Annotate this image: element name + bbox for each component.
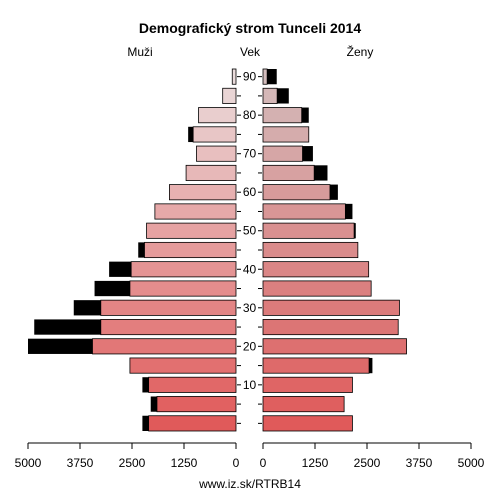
female-bar-fill-30-34 (262, 299, 400, 316)
female-bar-fill-50-54 (262, 222, 355, 239)
male-bar-fill-50-54 (146, 222, 237, 239)
male-bar-fill-10-14 (148, 376, 237, 393)
age-tick-label: 70 (243, 147, 257, 161)
female-bar-fill-0-4 (262, 415, 353, 432)
footer-source: www.iz.sk/RTRB14 (198, 477, 301, 491)
female-bar-fill-20-24 (262, 338, 407, 355)
male-bar-fill-55-59 (154, 203, 237, 220)
age-tick-label: 10 (243, 378, 257, 392)
male-bar-fill-70-74 (196, 145, 237, 162)
male-bar-fill-30-34 (100, 299, 237, 316)
x-tick-label-right: 2500 (354, 456, 381, 470)
female-bar-fill-55-59 (262, 203, 346, 220)
female-bar-fill-80-84 (262, 107, 303, 124)
female-bar-fill-10-14 (262, 376, 353, 393)
male-bar-fill-45-49 (144, 241, 237, 259)
male-bar-fill-0-4 (148, 415, 237, 432)
male-bar-fill-85-89 (222, 87, 237, 104)
female-bar-fill-15-19 (262, 357, 370, 374)
female-bar-fill-5-9 (262, 396, 345, 413)
x-tick-label-right: 1250 (302, 456, 329, 470)
male-bar-fill-90+ (231, 68, 237, 85)
x-tick-label-right: 3750 (406, 456, 433, 470)
male-bar-fill-80-84 (198, 107, 237, 124)
male-bar-fill-60-64 (169, 184, 237, 201)
male-bar-fill-15-19 (129, 357, 237, 374)
age-tick-label: 40 (243, 262, 257, 276)
x-tick-label-left: 1250 (171, 456, 198, 470)
male-bar-fill-5-9 (156, 396, 237, 413)
male-label: Muži (127, 45, 152, 59)
x-tick-label-right: 5000 (458, 456, 485, 470)
age-tick-label: 50 (243, 224, 257, 238)
male-bar-fill-35-39 (129, 280, 237, 297)
x-tick-label-left: 5000 (15, 456, 42, 470)
male-bar-fill-40-44 (130, 261, 237, 278)
age-axis-label: Vek (240, 45, 261, 59)
female-bar-fill-65-69 (262, 164, 315, 181)
female-bar-fill-40-44 (262, 261, 370, 278)
male-bar-fill-75-79 (192, 126, 237, 143)
x-tick-label-left: 2500 (119, 456, 146, 470)
axes-group: 10 20 30 40 50 60 70 80 90 5000 0 3750 1250 2500 2500 1… (15, 70, 485, 470)
age-tick-label: 90 (243, 70, 257, 84)
chart-title: Demografický strom Tunceli 2014 (139, 20, 361, 36)
age-tick-label: 80 (243, 108, 257, 122)
bars-group (28, 68, 407, 432)
x-tick-label-left: 3750 (67, 456, 94, 470)
x-tick-label-left: 0 (233, 456, 240, 470)
age-tick-label: 30 (243, 301, 257, 315)
female-bar-fill-85-89 (262, 87, 278, 104)
male-bar-fill-25-29 (100, 319, 237, 336)
female-bar-fill-45-49 (262, 241, 359, 259)
x-tick-label-right: 0 (260, 456, 267, 470)
female-bar-fill-60-64 (262, 184, 331, 201)
age-tick-label: 60 (243, 185, 257, 199)
male-bar-fill-20-24 (92, 338, 237, 355)
female-bar-fill-35-39 (262, 280, 372, 297)
female-bar-fill-25-29 (262, 319, 399, 336)
female-bar-fill-70-74 (262, 145, 303, 162)
male-bar-fill-65-69 (185, 164, 237, 181)
female-label: Ženy (347, 44, 374, 59)
female-bar-fill-75-79 (262, 126, 310, 143)
age-tick-label: 20 (243, 339, 257, 353)
female-bar-fill-90+ (262, 68, 268, 85)
